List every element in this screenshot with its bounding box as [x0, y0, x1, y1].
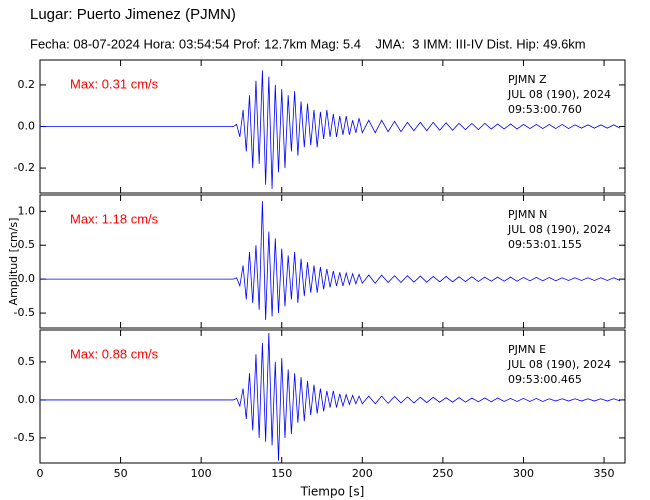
x-tick-label: 100 — [191, 467, 212, 480]
x-tick-label: 350 — [594, 467, 615, 480]
station-info: 09:53:01.155 — [508, 238, 582, 251]
panel-frame — [39, 194, 626, 329]
y-tick-label: 0.2 — [18, 78, 36, 91]
station-info: 09:53:00.760 — [508, 103, 582, 116]
station-info: PJMN N — [508, 208, 547, 221]
y-axis-label: Amplitud [cm/s] — [7, 218, 20, 306]
station-info: JUL 08 (190), 2024 — [507, 88, 611, 101]
station-info: PJMN E — [508, 343, 546, 356]
station-info: JUL 08 (190), 2024 — [507, 223, 611, 236]
max-label: Max: 0.31 cm/s — [70, 76, 159, 91]
y-tick-label: 0.0 — [18, 393, 36, 406]
waveform — [40, 201, 621, 320]
y-tick-label: -0.5 — [14, 306, 35, 319]
figure-subtitle: Fecha: 08-07-2024 Hora: 03:54:54 Prof: 1… — [30, 36, 586, 51]
y-tick-label: 0.5 — [18, 238, 36, 251]
station-info: JUL 08 (190), 2024 — [507, 358, 611, 371]
x-tick-label: 0 — [37, 467, 44, 480]
x-axis-label: Tiempo [s] — [300, 485, 365, 499]
x-tick-label: 50 — [114, 467, 128, 480]
station-info: PJMN Z — [508, 73, 547, 86]
max-label: Max: 1.18 cm/s — [70, 211, 159, 226]
station-info: 09:53:00.465 — [508, 373, 582, 386]
y-tick-label: -0.5 — [14, 431, 35, 444]
waveform — [40, 70, 621, 189]
y-tick-label: 0.0 — [18, 272, 36, 285]
x-tick-label: 300 — [513, 467, 534, 480]
y-tick-label: 0.5 — [18, 355, 36, 368]
x-tick-label: 250 — [432, 467, 453, 480]
waveform — [40, 333, 621, 461]
x-tick-label: 200 — [352, 467, 373, 480]
y-tick-label: -0.2 — [14, 161, 35, 174]
panel-frame — [39, 329, 626, 464]
figure-title: Lugar: Puerto Jimenez (PJMN) — [30, 6, 236, 23]
y-tick-label: 1.0 — [18, 204, 36, 217]
x-tick-label: 150 — [271, 467, 292, 480]
max-label: Max: 0.88 cm/s — [70, 346, 159, 361]
y-tick-label: 0.0 — [18, 120, 36, 133]
